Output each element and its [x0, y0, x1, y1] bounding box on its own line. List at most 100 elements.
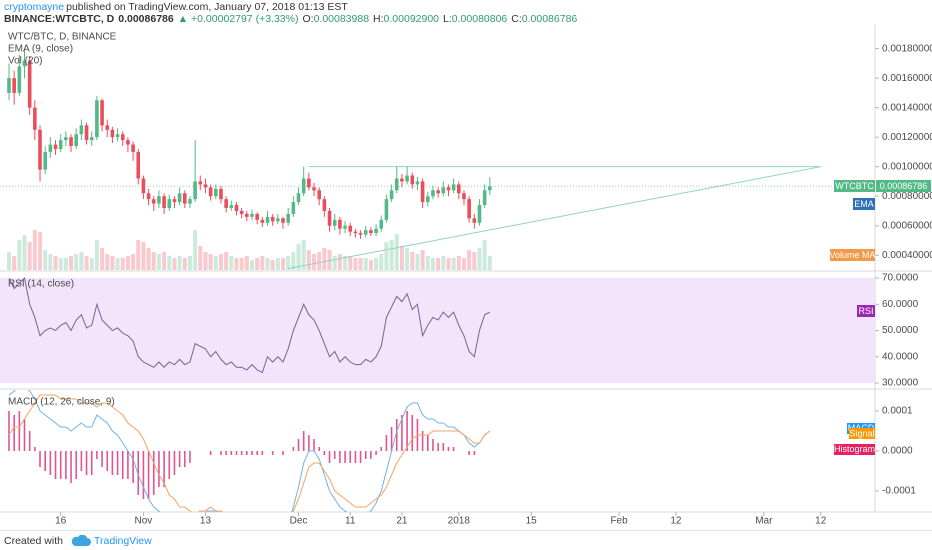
candle-body	[79, 125, 84, 135]
candle-body	[89, 137, 94, 141]
candle-body	[146, 193, 151, 200]
candle-body	[12, 78, 16, 93]
volume-bar	[379, 254, 384, 270]
candle-body	[462, 193, 466, 200]
candle-body	[260, 219, 265, 223]
author[interactable]: cryptomayne	[4, 1, 65, 13]
y-tick-label: 0.00080000	[882, 191, 932, 202]
volume-bar	[79, 252, 84, 270]
volume-bar	[358, 258, 363, 270]
candle-body	[446, 187, 451, 191]
volume-bar	[353, 258, 358, 270]
volume-bar	[151, 252, 156, 270]
candle-body	[115, 134, 120, 138]
x-tick-label: 2018	[448, 516, 471, 527]
candle-body	[389, 190, 394, 200]
header-line: cryptomayne published on TradingView.com,…	[4, 1, 352, 13]
volume-bar	[198, 246, 203, 270]
y-tick-label: 70.0000	[882, 273, 919, 284]
volume-bar	[229, 256, 234, 270]
candle-body	[467, 199, 471, 219]
candle-body	[369, 230, 373, 234]
ohlc-label: C:	[511, 13, 522, 25]
candle-body	[100, 100, 104, 126]
volume-bar	[208, 254, 213, 270]
macd-line	[8, 394, 491, 512]
candle-body	[291, 202, 296, 214]
symbol-line: BINANCE:WTCBTC, D 0.00086786 ▲ +0.00002797…	[4, 13, 581, 25]
tag-box	[834, 180, 875, 192]
macd-tag: MACD	[848, 423, 875, 433]
volume-bar	[317, 252, 322, 270]
pane-title: RSI (14, close)	[8, 279, 74, 290]
tag-box	[834, 444, 875, 455]
volume-bar	[384, 242, 389, 270]
last-price-tag: 0.00086786	[880, 181, 928, 191]
volume-bar	[239, 258, 244, 270]
candle-body	[482, 190, 487, 206]
tag-box	[876, 180, 931, 192]
x-tick-label: Feb	[610, 516, 628, 527]
x-tick-label: Nov	[135, 516, 153, 527]
volume-bar	[343, 256, 348, 270]
volume-bar	[312, 254, 317, 270]
volume-bar	[156, 254, 161, 270]
signal-tag: Signal	[849, 428, 874, 438]
volume-bar	[105, 254, 110, 270]
volume-bar	[270, 260, 275, 270]
candle-body	[358, 233, 363, 235]
volume-bar	[275, 258, 280, 270]
candle-body	[477, 205, 482, 223]
candle-body	[43, 151, 47, 170]
volume-bar	[89, 258, 94, 270]
volume-bar	[187, 256, 192, 270]
series-tag: WTCBTC	[835, 181, 874, 191]
candle-body	[234, 205, 239, 211]
candle-body	[64, 137, 68, 141]
volume-bar	[322, 248, 327, 270]
volume-bar	[327, 250, 332, 270]
candle-body	[229, 205, 234, 209]
candle-body	[120, 134, 125, 141]
volume-bar	[27, 242, 32, 270]
candle-body	[394, 178, 399, 191]
y-tick-label: 0.00140000	[882, 102, 932, 113]
volume-bar	[441, 256, 446, 270]
candle-body	[214, 188, 218, 197]
ohlc-value: 0.00083988	[313, 13, 370, 25]
candle-body	[348, 225, 353, 232]
volume-bar	[451, 258, 456, 270]
tag-box	[849, 428, 875, 439]
candle-body	[332, 219, 337, 226]
volume-bar	[48, 254, 53, 270]
candle-body	[69, 137, 73, 147]
candle-body	[322, 199, 327, 211]
y-tick-label: 0.00040000	[882, 250, 932, 261]
candle-body	[281, 218, 285, 223]
last-price: 0.00086786	[118, 13, 174, 25]
volume-bar	[472, 252, 477, 270]
candle-body	[141, 178, 146, 194]
ohlc-value: 0.00092900	[383, 13, 440, 25]
volume-bar	[281, 258, 286, 270]
ohlc-label: L:	[443, 13, 452, 25]
y-tick-label: 50.0000	[882, 325, 919, 336]
candle-body	[457, 184, 461, 194]
volume-bar	[58, 258, 63, 270]
volume-bar	[53, 256, 58, 270]
volume-bar	[296, 244, 301, 270]
volume-bar	[291, 252, 296, 270]
volume-bar	[420, 250, 425, 270]
x-tick-label: 16	[55, 516, 67, 527]
candle-body	[307, 178, 311, 188]
change: ▲ +0.00002797 (+3.33%)	[177, 13, 299, 25]
pane	[8, 390, 491, 512]
volume-bar	[399, 246, 404, 270]
volume-bar	[125, 256, 130, 270]
candle-body	[203, 184, 208, 188]
brand[interactable]: TradingView	[93, 535, 152, 547]
candle-body	[488, 186, 492, 191]
volume-bar	[405, 248, 410, 270]
x-tick-label: 15	[526, 516, 538, 527]
